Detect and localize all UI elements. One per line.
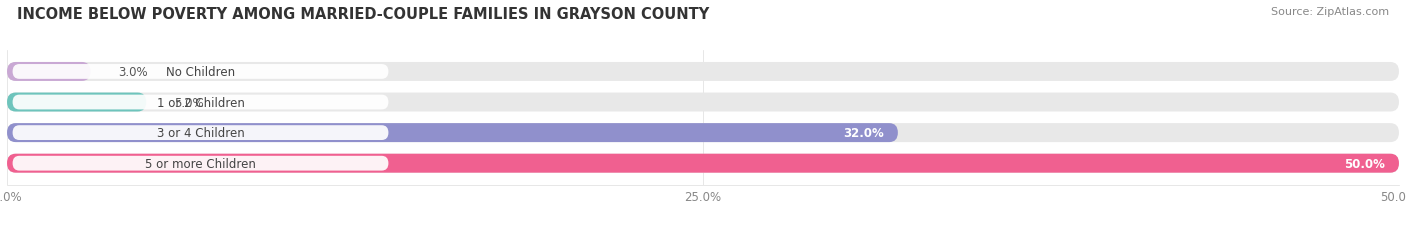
Text: 50.0%: 50.0% [1344,157,1385,170]
FancyBboxPatch shape [7,63,1399,82]
FancyBboxPatch shape [7,63,90,82]
FancyBboxPatch shape [7,124,898,143]
Text: 32.0%: 32.0% [844,127,884,140]
FancyBboxPatch shape [13,95,388,110]
Text: 5 or more Children: 5 or more Children [145,157,256,170]
FancyBboxPatch shape [7,93,1399,112]
FancyBboxPatch shape [13,156,388,171]
Text: 3 or 4 Children: 3 or 4 Children [156,127,245,140]
Text: 3.0%: 3.0% [118,66,148,79]
Text: 5.0%: 5.0% [174,96,204,109]
Text: Source: ZipAtlas.com: Source: ZipAtlas.com [1271,7,1389,17]
FancyBboxPatch shape [13,126,388,140]
Text: No Children: No Children [166,66,235,79]
FancyBboxPatch shape [7,124,1399,143]
FancyBboxPatch shape [13,65,388,79]
FancyBboxPatch shape [7,154,1399,173]
Text: INCOME BELOW POVERTY AMONG MARRIED-COUPLE FAMILIES IN GRAYSON COUNTY: INCOME BELOW POVERTY AMONG MARRIED-COUPL… [17,7,709,22]
Text: 1 or 2 Children: 1 or 2 Children [156,96,245,109]
FancyBboxPatch shape [7,154,1399,173]
FancyBboxPatch shape [7,93,146,112]
